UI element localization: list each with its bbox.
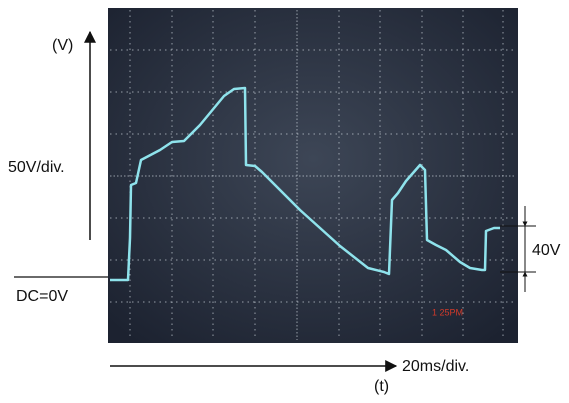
time-scale: 20ms/div. <box>402 358 469 375</box>
timestamp: 1 25PM <box>432 307 463 317</box>
grid <box>110 10 516 340</box>
voltage-scale: 50V/div. <box>8 159 65 176</box>
waveform <box>110 86 500 282</box>
step-label: 40V <box>532 242 561 259</box>
dc-level: DC=0V <box>16 288 68 305</box>
voltage-unit: (V) <box>52 37 73 54</box>
time-unit: (t) <box>374 378 389 395</box>
